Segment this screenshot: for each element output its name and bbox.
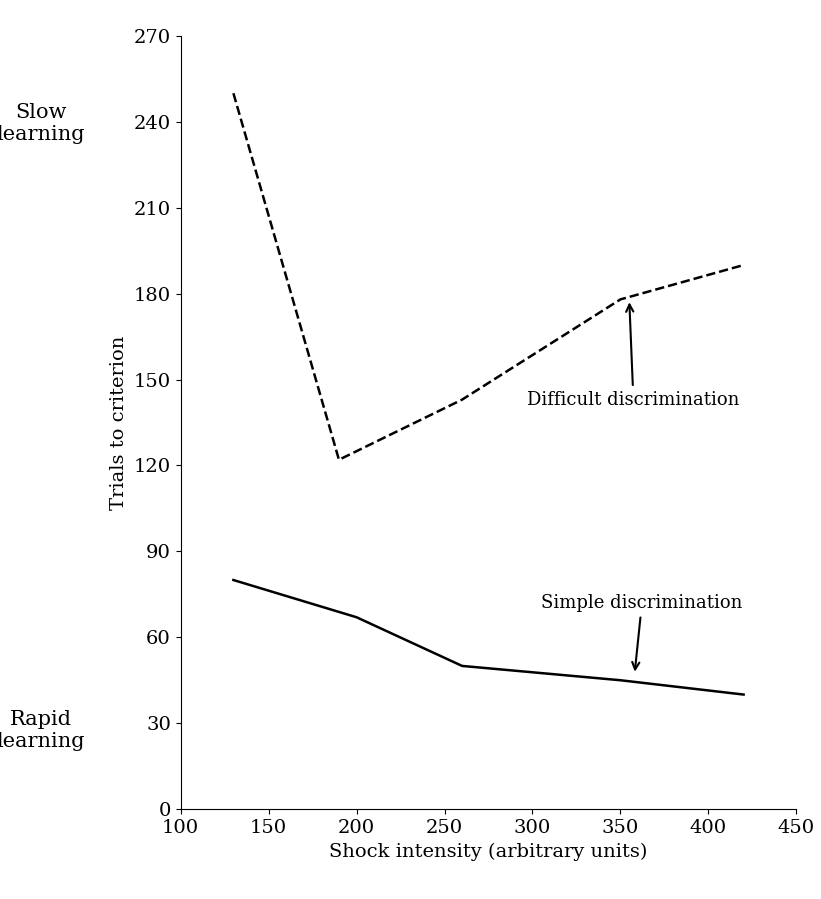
Text: Simple discrimination: Simple discrimination	[541, 594, 743, 670]
Text: Difficult discrimination: Difficult discrimination	[527, 305, 740, 409]
Text: Slow
learning: Slow learning	[0, 103, 85, 145]
X-axis label: Shock intensity (arbitrary units): Shock intensity (arbitrary units)	[329, 842, 648, 860]
Y-axis label: Trials to criterion: Trials to criterion	[110, 335, 128, 510]
Text: Rapid
learning: Rapid learning	[0, 710, 85, 752]
